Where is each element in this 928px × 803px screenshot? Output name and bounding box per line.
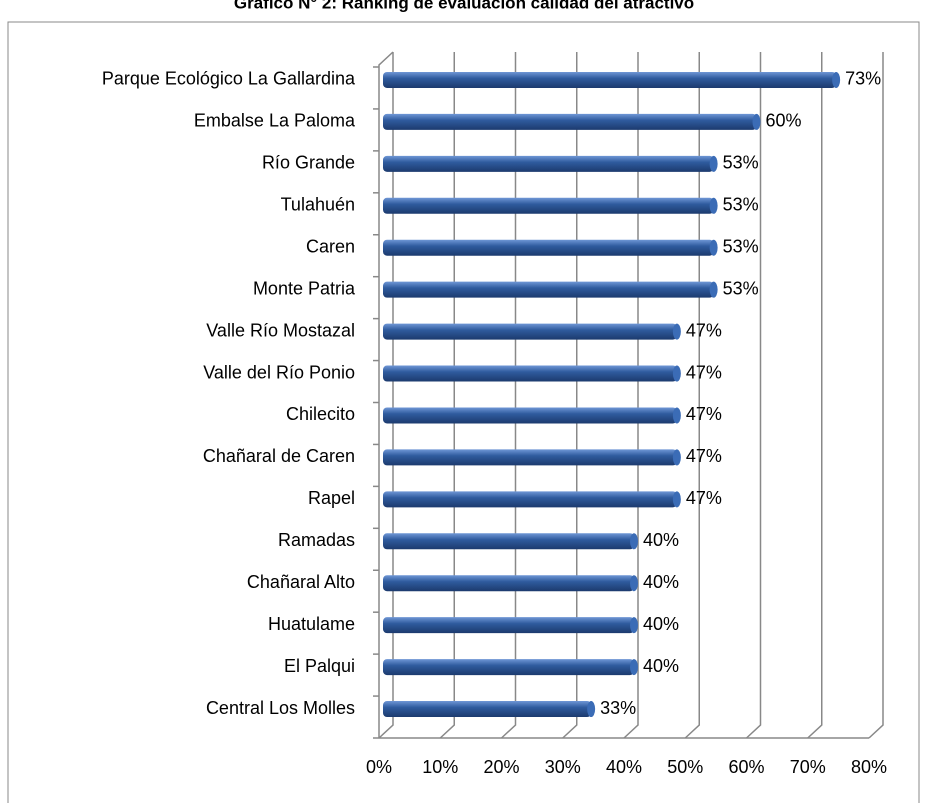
chart-border [7, 21, 920, 803]
y-tick-label: Embalse La Paloma [194, 111, 356, 131]
y-tick-label: Valle Río Mostazal [206, 320, 355, 340]
bar [383, 71, 837, 88]
bar-cap [709, 281, 718, 298]
y-axis [378, 51, 394, 738]
bar-cap [630, 533, 638, 550]
bar-cap [587, 701, 596, 718]
bar [383, 281, 714, 298]
bar-cap [832, 71, 841, 88]
y-tick-label: Caren [306, 236, 355, 256]
y-tick-label: Monte Patria [253, 278, 356, 298]
y-tick-label: Río Grande [262, 153, 355, 173]
bar [383, 575, 634, 592]
data-label: 73% [845, 69, 881, 89]
y-tick-label: Rapel [308, 488, 355, 508]
bar-cap [672, 491, 681, 508]
y-tick-label: Valle del Río Ponio [203, 362, 355, 382]
x-tick-label: 0% [366, 757, 392, 777]
data-label: 47% [686, 362, 722, 382]
bar [383, 365, 677, 382]
bar-cap [709, 197, 718, 214]
data-label: 53% [723, 153, 759, 173]
y-tick-label: Tulahuén [281, 195, 355, 215]
x-tick-label: 20% [483, 757, 519, 777]
data-label: 53% [723, 195, 759, 215]
grid-line [439, 52, 455, 739]
bar [383, 449, 677, 466]
x-tick-label: 70% [790, 757, 826, 777]
data-label: 60% [766, 111, 802, 131]
x-tick-label: 60% [728, 757, 764, 777]
grid-line [562, 52, 578, 739]
bar [383, 491, 677, 508]
chart-title: Gráfico N° 2: Ranking de evaluación cali… [234, 0, 694, 12]
x-tick-label: 10% [422, 757, 458, 777]
bar [383, 239, 714, 256]
data-label: 53% [723, 236, 759, 256]
data-label: 40% [643, 656, 679, 676]
data-label: 47% [686, 446, 722, 466]
bar [383, 407, 677, 424]
y-tick-label: Central Los Molles [206, 698, 355, 718]
y-tick-label: Chañaral de Caren [203, 446, 355, 466]
grid-line [807, 52, 823, 739]
bar-cap [709, 155, 718, 172]
bar [383, 113, 757, 130]
bar-cap [672, 323, 681, 340]
data-label: 40% [643, 530, 679, 550]
data-label: 47% [686, 320, 722, 340]
bar-cap [672, 365, 681, 382]
bar-cap [752, 113, 761, 130]
data-label: 53% [723, 278, 759, 298]
grid-line [378, 52, 394, 739]
x-tick-label: 50% [667, 757, 703, 777]
y-tick-label: Chilecito [286, 404, 355, 424]
data-label: 33% [600, 698, 636, 718]
bar-cap [672, 407, 681, 424]
bar [383, 659, 634, 676]
grid-line [500, 52, 517, 739]
x-tick-label: 40% [606, 757, 642, 777]
bar [383, 197, 714, 214]
grid-line [684, 52, 700, 739]
data-label: 40% [643, 572, 679, 592]
y-tick-label: Parque Ecológico La Gallardina [102, 69, 356, 89]
x-tick-label: 30% [545, 757, 581, 777]
y-tick-label: Ramadas [278, 530, 355, 550]
y-tick-label: Huatulame [268, 614, 355, 634]
bar-cap [709, 239, 718, 256]
bar-cap [672, 449, 681, 466]
bar [383, 323, 677, 340]
bar-cap [630, 575, 638, 592]
y-tick-label: El Palqui [284, 656, 355, 676]
grid-line [868, 52, 884, 739]
bar [383, 155, 714, 172]
bar [383, 533, 634, 550]
data-label: 47% [686, 488, 722, 508]
data-label: 47% [686, 404, 722, 424]
bar [383, 701, 592, 718]
bar-cap [630, 659, 638, 676]
y-tick-label: Chañaral Alto [247, 572, 355, 592]
grid-line [623, 52, 639, 739]
bar-cap [630, 617, 638, 634]
grid-line [745, 52, 762, 739]
data-label: 40% [643, 614, 679, 634]
x-tick-label: 80% [851, 757, 887, 777]
bar [383, 617, 634, 634]
